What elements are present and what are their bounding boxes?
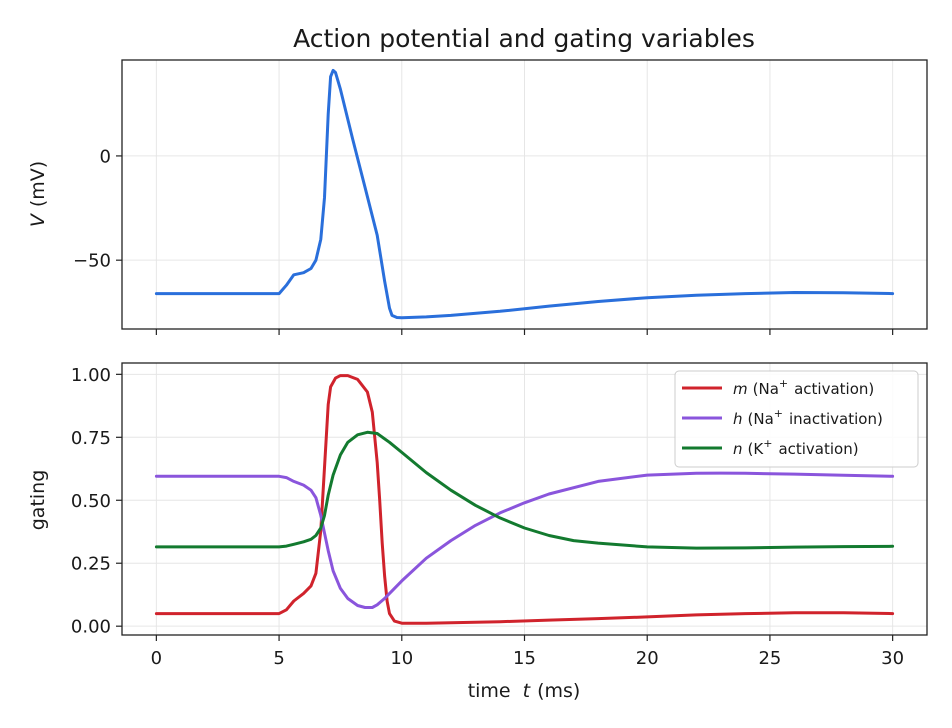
time-xlabel: time t (ms) [468, 680, 581, 702]
legend-ion: (Na [753, 380, 779, 398]
voltage-ylabel-var: V [27, 212, 49, 227]
gating-series-line-3 [154, 430, 895, 550]
voltage-ytick-label: 0 [100, 146, 111, 167]
legend-ion-charge: + [774, 407, 783, 420]
legend-var: m [733, 380, 748, 398]
legend: m (Na+ activation)h (Na+ inactivation)n (K+ ac… [674, 370, 919, 468]
legend-ion-charge: + [779, 377, 788, 390]
gating-xtick-label: 5 [273, 648, 284, 669]
gating-xtick-label: 25 [758, 648, 781, 669]
gating-ytick-label: 0.00 [71, 617, 111, 638]
legend-label-h: h (Na+ inactivation) [733, 407, 883, 428]
legend-role: inactivation) [789, 410, 883, 428]
legend-var: h [733, 410, 743, 428]
voltage-series-layer [154, 68, 895, 320]
voltage-ytick-label: −50 [73, 251, 111, 272]
gating-grid [122, 363, 927, 635]
gating-ytick-label: 0.50 [71, 491, 111, 512]
chart-title: Action potential and gating variables [293, 24, 755, 53]
time-xlabel-var: t [523, 680, 532, 702]
legend-label-n: n (K+ activation) [733, 437, 859, 458]
gating-series-layer [154, 374, 895, 625]
time-xlabel-prefix: time [468, 680, 511, 702]
gating-xtick-label: 0 [151, 648, 162, 669]
legend-role: activation) [794, 380, 874, 398]
gating-panel: 0 5 10 15 20 25 300.000.250.500.751.00 gating … [27, 362, 928, 702]
legend-label-m: m (Na+ activation) [733, 377, 874, 398]
voltage-ticks: 0 −50 [73, 146, 894, 335]
gating-ylabel: gating [27, 470, 49, 531]
legend-ion: (K [748, 440, 765, 458]
legend-ion: (Na [748, 410, 774, 428]
gating-xtick-label: 10 [390, 648, 413, 669]
gating-xtick-label: 30 [881, 648, 904, 669]
legend-var: n [733, 440, 743, 458]
gating-ytick-label: 0.75 [71, 428, 111, 449]
gating-series-line-1 [154, 374, 895, 625]
voltage-ylabel: V (mV) [27, 161, 49, 227]
gating-ytick-label: 0.25 [71, 554, 111, 575]
voltage-series-line-1 [154, 68, 895, 320]
time-xlabel-unit: (ms) [537, 680, 580, 702]
gating-xtick-label: 15 [513, 648, 536, 669]
legend-role: activation) [778, 440, 858, 458]
voltage-panel: 0 −50 V (mV) [27, 59, 928, 335]
voltage-ylabel-unit: (mV) [27, 161, 49, 207]
legend-box [674, 370, 919, 468]
gating-ticks: 0 5 10 15 20 25 30 0.00 0.25 0.50 0.75 1.00 [71, 365, 904, 669]
gating-ytick-label: 1.00 [71, 365, 111, 386]
gating-xtick-label: 20 [636, 648, 659, 669]
voltage-grid [122, 60, 927, 329]
gating-series-line-2 [154, 471, 895, 609]
legend-ion-charge: + [763, 437, 772, 450]
